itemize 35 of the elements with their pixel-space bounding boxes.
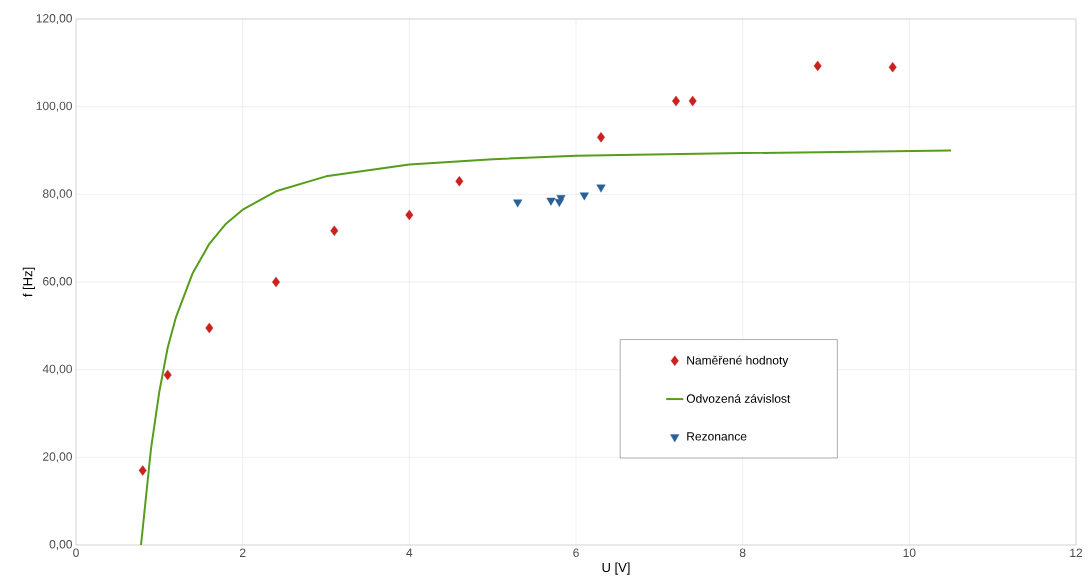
- x-tick-label: 10: [903, 548, 916, 558]
- point: [596, 184, 606, 193]
- y-tick-label: 100,00: [36, 101, 73, 112]
- y-tick-label: 40,00: [42, 364, 73, 375]
- x-tick-label: 4: [406, 548, 413, 557]
- x-tick-label: 12: [1070, 548, 1083, 557]
- point: [556, 195, 566, 204]
- point: [455, 175, 464, 187]
- y-tick-label: 120,00: [36, 14, 73, 24]
- x-axis-title: U [V]: [602, 562, 630, 575]
- point: [138, 465, 147, 476]
- legend-label: Naměřené hodnoty: [687, 355, 789, 367]
- y-axis-title: f [Hz]: [22, 267, 35, 297]
- line-series: [140, 149, 952, 545]
- point: [688, 95, 697, 107]
- x-tick-label: 2: [239, 548, 246, 557]
- x-tick-label: 6: [573, 548, 579, 558]
- point: [405, 209, 414, 221]
- point: [546, 197, 556, 206]
- x-tick-label: 0: [73, 548, 79, 558]
- point: [513, 199, 523, 208]
- point: [597, 132, 605, 143]
- legend-label: Odvozená závislost: [686, 393, 791, 403]
- point: [888, 62, 897, 73]
- point: [330, 225, 339, 236]
- y-tick-label: 80,00: [42, 189, 73, 200]
- point: [813, 60, 822, 72]
- y-tick-label: 0,00: [49, 540, 73, 550]
- y-tick-label: 60,00: [43, 277, 73, 287]
- y-tick-label: 20,00: [43, 452, 73, 463]
- point: [163, 369, 172, 381]
- x-tick-label: 8: [739, 548, 746, 558]
- legend-label: Rezonance: [687, 432, 747, 441]
- point: [205, 322, 214, 334]
- point: [579, 192, 589, 201]
